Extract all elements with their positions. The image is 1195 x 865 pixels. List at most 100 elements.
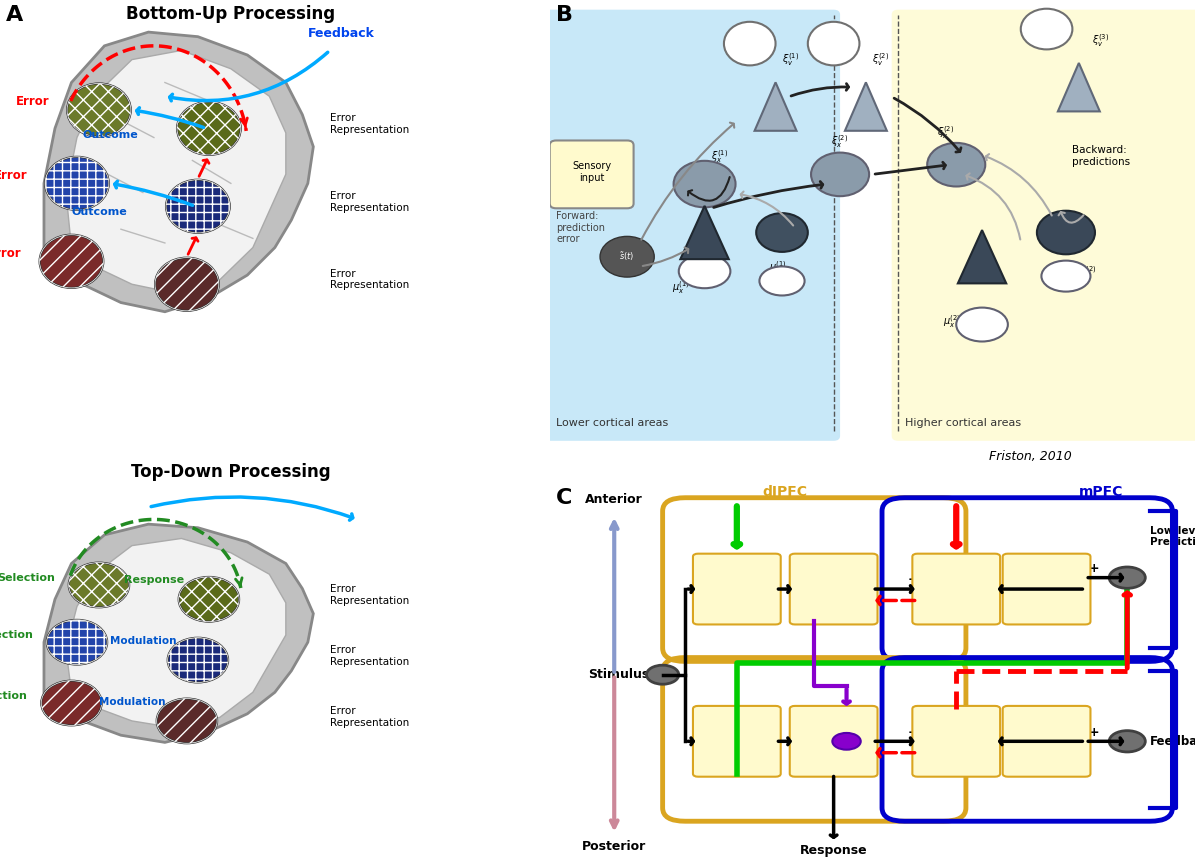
Text: Prediction
Error: Prediction Error: [929, 731, 985, 752]
Text: -: -: [988, 572, 994, 586]
FancyBboxPatch shape: [790, 554, 877, 625]
Text: Sensory
input: Sensory input: [572, 161, 611, 183]
Text: Prediction
Error: Prediction Error: [929, 579, 985, 599]
FancyBboxPatch shape: [693, 706, 780, 777]
Text: +: +: [1089, 562, 1099, 575]
Text: mPFC: mPFC: [1079, 484, 1123, 499]
Circle shape: [166, 180, 229, 233]
Circle shape: [1109, 731, 1145, 752]
Circle shape: [646, 665, 679, 684]
Text: Error
Representation: Error Representation: [330, 706, 409, 727]
Circle shape: [1037, 211, 1095, 254]
FancyBboxPatch shape: [912, 706, 1000, 777]
Circle shape: [157, 699, 217, 743]
Circle shape: [167, 638, 228, 682]
Text: Modulation: Modulation: [110, 636, 176, 646]
Text: Error
Representation: Error Representation: [330, 191, 409, 213]
FancyBboxPatch shape: [790, 706, 877, 777]
Text: Higher cortical areas: Higher cortical areas: [905, 419, 1021, 428]
Circle shape: [39, 234, 103, 288]
Text: Outcome: Outcome: [82, 130, 137, 139]
Text: $\xi_v^{(1)}$: $\xi_v^{(1)}$: [782, 51, 799, 68]
Text: $\xi_v^{(2)}$: $\xi_v^{(2)}$: [872, 51, 889, 68]
Ellipse shape: [1021, 9, 1072, 49]
Text: Low-level
Prediction Error: Low-level Prediction Error: [1150, 526, 1195, 548]
Text: Selection: Selection: [0, 573, 55, 583]
Text: Forward:
prediction
error: Forward: prediction error: [556, 211, 605, 244]
Text: $\mu_x^{(1)}$: $\mu_x^{(1)}$: [673, 279, 691, 296]
Circle shape: [811, 152, 869, 196]
Text: Posterior: Posterior: [582, 840, 646, 853]
Text: $\tilde{s}(t)$: $\tilde{s}(t)$: [619, 250, 635, 263]
Text: A: A: [6, 4, 23, 24]
Text: -: -: [988, 724, 994, 739]
Polygon shape: [754, 82, 797, 131]
Circle shape: [45, 157, 109, 210]
Text: $\mu_v^{(2)}$: $\mu_v^{(2)}$: [1079, 265, 1097, 281]
Text: Backward:
predictions: Backward: predictions: [1072, 145, 1130, 167]
Text: $\mu_x^{(2)}$: $\mu_x^{(2)}$: [943, 313, 961, 330]
Text: Working
Memory: Working Memory: [713, 731, 760, 752]
Text: Error
Representation: Error Representation: [330, 113, 409, 135]
Circle shape: [67, 83, 130, 137]
Polygon shape: [44, 32, 313, 311]
Circle shape: [68, 562, 129, 607]
Text: Prediction: Prediction: [805, 736, 862, 746]
Text: Selection: Selection: [0, 691, 27, 701]
Polygon shape: [845, 82, 887, 131]
Circle shape: [1109, 567, 1145, 588]
Text: $\mu_v^{(1)}$: $\mu_v^{(1)}$: [770, 260, 788, 276]
Text: Error: Error: [0, 169, 27, 182]
Text: Top-Down Processing: Top-Down Processing: [131, 463, 331, 481]
Text: Feedback: Feedback: [1150, 734, 1195, 748]
Ellipse shape: [956, 308, 1007, 342]
FancyBboxPatch shape: [550, 140, 633, 208]
Text: Lower cortical areas: Lower cortical areas: [556, 419, 668, 428]
Text: +: +: [908, 573, 919, 586]
Text: Outcome: Outcome: [1022, 584, 1071, 594]
Text: Error
Representation: Error Representation: [330, 269, 409, 291]
Text: B: B: [556, 5, 574, 25]
Ellipse shape: [724, 22, 776, 66]
Text: Bottom-Up Processing: Bottom-Up Processing: [127, 4, 336, 22]
Text: Outcome: Outcome: [71, 208, 127, 217]
Text: Feedback: Feedback: [308, 27, 375, 40]
Polygon shape: [66, 50, 286, 293]
Text: $\xi_v^{(3)}$: $\xi_v^{(3)}$: [1092, 32, 1109, 48]
Text: Error: Error: [16, 95, 49, 108]
FancyBboxPatch shape: [693, 554, 780, 625]
Polygon shape: [44, 524, 313, 742]
Circle shape: [177, 102, 240, 155]
Text: $\xi_x^{(1)}$: $\xi_x^{(1)}$: [711, 148, 728, 165]
Polygon shape: [66, 538, 286, 728]
Text: Selection: Selection: [0, 630, 33, 640]
Ellipse shape: [760, 266, 804, 296]
FancyBboxPatch shape: [891, 10, 1195, 441]
Text: $\xi_x^{(2)}$: $\xi_x^{(2)}$: [937, 124, 954, 141]
Circle shape: [155, 258, 219, 311]
Circle shape: [47, 620, 108, 664]
Text: +: +: [908, 726, 919, 739]
Text: Friston, 2010: Friston, 2010: [988, 450, 1071, 463]
Circle shape: [833, 733, 860, 750]
Text: +: +: [1089, 726, 1099, 739]
Ellipse shape: [808, 22, 859, 66]
Circle shape: [600, 236, 654, 277]
FancyBboxPatch shape: [544, 10, 840, 441]
Circle shape: [927, 143, 985, 187]
Text: Response: Response: [124, 575, 184, 585]
Circle shape: [674, 161, 736, 208]
Circle shape: [41, 681, 102, 726]
Text: Working
Memory: Working Memory: [713, 579, 760, 599]
Polygon shape: [1058, 63, 1099, 112]
Text: Stimulus: Stimulus: [588, 668, 650, 682]
Polygon shape: [680, 206, 729, 260]
FancyBboxPatch shape: [1003, 706, 1091, 777]
Text: Error
Representation: Error Representation: [330, 585, 409, 606]
Circle shape: [756, 213, 808, 252]
Text: C: C: [556, 488, 572, 509]
Text: dIPFC: dIPFC: [762, 484, 808, 499]
Text: Response: Response: [799, 843, 868, 856]
Text: Prediction: Prediction: [805, 584, 862, 594]
Ellipse shape: [679, 254, 730, 288]
